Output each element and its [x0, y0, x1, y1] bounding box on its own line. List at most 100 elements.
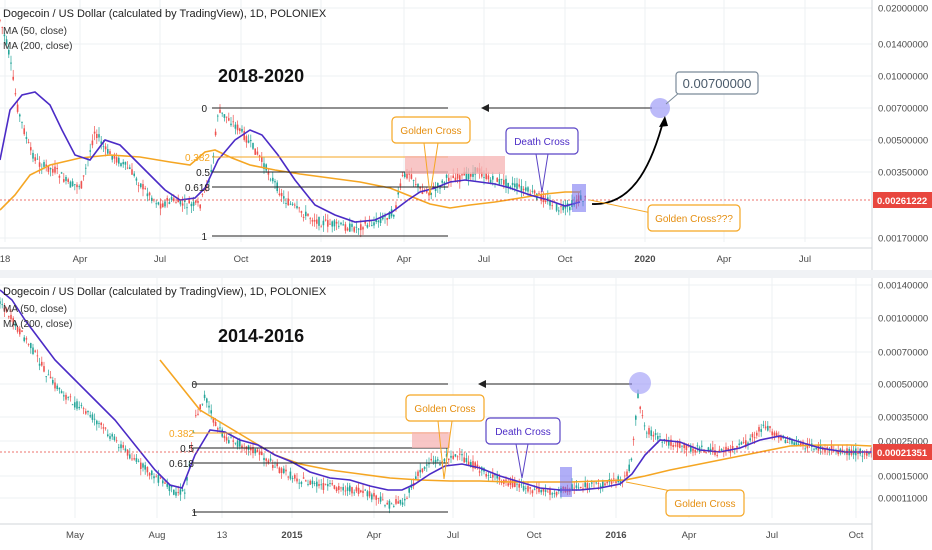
candle-body	[397, 192, 399, 195]
candle-body	[632, 438, 635, 441]
candle-body	[126, 167, 129, 169]
candle-body	[467, 173, 470, 180]
candle-body	[826, 447, 828, 449]
candle-body	[107, 149, 109, 154]
candle-body	[129, 454, 131, 459]
candle-body	[507, 182, 509, 188]
candle-body	[549, 200, 551, 206]
candle-body	[175, 202, 177, 204]
candle-body	[335, 487, 338, 491]
candle-body	[250, 140, 252, 142]
candle-body	[280, 192, 283, 197]
candle-body	[109, 151, 111, 155]
candle-body	[417, 183, 419, 187]
p2-fib-0382: 0.382	[169, 429, 194, 440]
candle-body	[307, 484, 309, 485]
candle-body	[800, 441, 802, 446]
candle-body	[366, 224, 369, 228]
candle-body	[247, 140, 250, 143]
candle-body	[98, 134, 100, 138]
candle-body	[155, 203, 157, 205]
candle-body	[82, 408, 85, 410]
p2-fib-05: 0.5	[180, 444, 194, 455]
candle-body	[230, 437, 232, 439]
candle-body	[452, 175, 454, 179]
candle-body	[219, 109, 221, 113]
candle-body	[762, 424, 765, 426]
candle-body	[210, 410, 212, 414]
candle-body	[153, 199, 155, 201]
candle-body	[93, 131, 96, 134]
candle-body	[36, 355, 39, 357]
candle-body	[36, 158, 39, 160]
candle-body	[725, 446, 727, 451]
candle-body	[379, 496, 382, 502]
candle-body	[214, 131, 217, 136]
p1-fib-0382: 0.382	[185, 153, 210, 164]
p2-y-tick-label: 0.00070000	[878, 348, 928, 359]
candle-body	[153, 476, 155, 479]
candle-body	[718, 449, 721, 451]
candle-body	[164, 482, 166, 484]
candle-body	[472, 171, 474, 177]
candle-body	[0, 19, 1, 21]
candle-body	[296, 478, 298, 482]
p2-fib-0: 0	[191, 380, 197, 391]
candle-body	[316, 219, 318, 224]
candle-body	[496, 177, 498, 182]
candle-body	[276, 463, 278, 467]
candle-body	[52, 168, 54, 173]
candle-body	[181, 203, 184, 206]
candle-body	[419, 469, 421, 473]
candle-body	[302, 216, 305, 218]
candle-body	[307, 213, 309, 216]
p1-period-label: 2018-2020	[218, 66, 304, 86]
p1-ma50-legend: MA (50, close)	[3, 26, 67, 37]
candle-body	[437, 183, 439, 187]
candle-body	[71, 181, 74, 187]
candle-body	[263, 163, 265, 170]
candle-body	[626, 471, 628, 477]
candle-body	[450, 455, 452, 458]
candle-body	[861, 455, 864, 457]
candle-body	[344, 224, 347, 231]
candle-body	[177, 197, 179, 203]
candle-body	[34, 157, 36, 161]
candle-body	[203, 394, 206, 399]
candle-body	[795, 442, 798, 445]
candle-body	[45, 376, 47, 378]
p2-y-axis: 0.00140000 0.00100000 0.00070000 0.00050000…	[873, 281, 932, 505]
candle-body	[509, 186, 512, 188]
p2-y-tick-label: 0.00050000	[878, 380, 928, 391]
candle-body	[379, 218, 382, 224]
candle-body	[745, 440, 747, 448]
candle-body	[333, 485, 336, 489]
candle-body	[353, 227, 355, 232]
candle-body	[285, 203, 287, 204]
candle-body	[390, 503, 393, 505]
candle-body	[142, 463, 144, 468]
candle-body	[802, 441, 804, 446]
candle-body	[54, 382, 56, 389]
p2-y-tick-label: 0.00025000	[878, 437, 928, 448]
candle-body	[263, 457, 265, 461]
p2-x-tick-label: Aug	[149, 530, 166, 541]
candle-body	[162, 480, 164, 484]
candle-body	[503, 179, 505, 185]
candle-body	[445, 174, 448, 178]
candle-body	[617, 476, 619, 483]
candle-body	[637, 393, 639, 399]
candle-body	[476, 464, 479, 468]
candle-body	[85, 411, 87, 414]
candle-body	[228, 440, 230, 444]
candle-body	[709, 448, 712, 451]
candle-body	[483, 177, 485, 178]
candle-body	[309, 218, 311, 220]
candle-body	[397, 501, 399, 504]
p2-x-tick-label: Apr	[682, 530, 697, 541]
candle-body	[47, 374, 50, 376]
candle-body	[96, 420, 98, 425]
candle-body	[243, 131, 245, 140]
candle-body	[278, 193, 281, 196]
